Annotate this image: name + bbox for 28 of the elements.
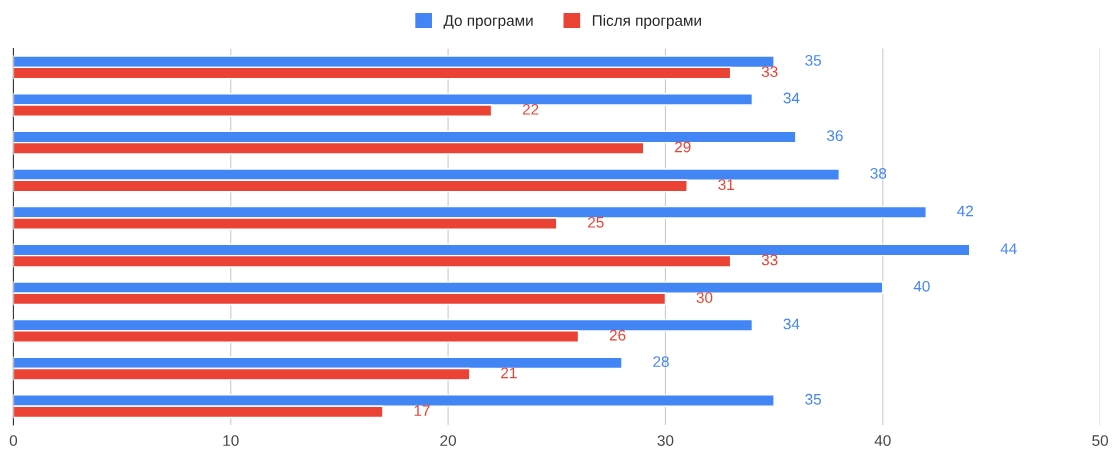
data-label: 40 bbox=[913, 280, 930, 292]
legend-label: Після програми bbox=[592, 14, 701, 29]
x-tick-label: 20 bbox=[440, 435, 456, 446]
data-label: 29 bbox=[675, 141, 691, 153]
data-label: 26 bbox=[609, 329, 626, 341]
x-tick-label: 30 bbox=[657, 435, 674, 446]
data-label: 22 bbox=[522, 103, 539, 115]
data-label: 25 bbox=[588, 216, 604, 228]
data-label: 34 bbox=[783, 318, 800, 330]
data-label: 38 bbox=[870, 167, 887, 179]
x-tick-label: 50 bbox=[1092, 435, 1109, 446]
data-label: 33 bbox=[761, 66, 778, 78]
data-label: 35 bbox=[805, 393, 822, 405]
x-tick-label: 0 bbox=[9, 435, 18, 446]
data-label: 31 bbox=[718, 179, 734, 191]
data-label: 21 bbox=[501, 367, 517, 379]
data-label: 34 bbox=[783, 92, 800, 104]
data-label: 28 bbox=[653, 356, 669, 368]
data-label: 30 bbox=[696, 292, 713, 303]
data-label: 35 bbox=[805, 54, 822, 66]
data-label: 17 bbox=[414, 405, 430, 416]
data-label: 44 bbox=[1000, 243, 1017, 254]
x-tick-label: 40 bbox=[874, 435, 891, 446]
legend-label: До програми bbox=[443, 15, 533, 29]
data-label: 36 bbox=[826, 130, 843, 142]
data-label: 33 bbox=[761, 254, 778, 266]
data-label: 42 bbox=[957, 205, 974, 217]
x-tick-label: 10 bbox=[223, 435, 239, 446]
